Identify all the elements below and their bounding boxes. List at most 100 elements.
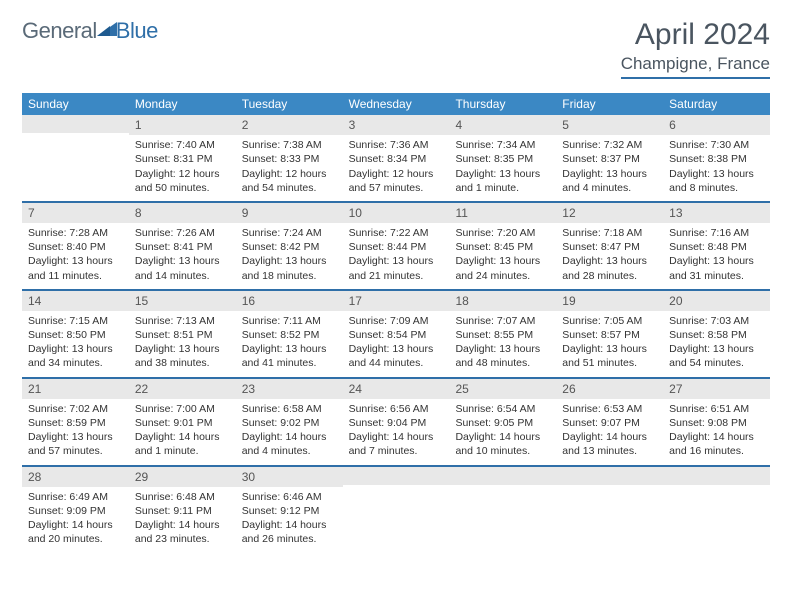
header: General Blue April 2024 Champigne, Franc… xyxy=(22,18,770,79)
calendar-cell: 11Sunrise: 7:20 AMSunset: 8:45 PMDayligh… xyxy=(449,203,556,289)
calendar-cell: 23Sunrise: 6:58 AMSunset: 9:02 PMDayligh… xyxy=(236,379,343,465)
week-row: 21Sunrise: 7:02 AMSunset: 8:59 PMDayligh… xyxy=(22,379,770,467)
day-number: 30 xyxy=(236,467,343,487)
day-header: Sunday xyxy=(22,93,129,115)
day-number: 19 xyxy=(556,291,663,311)
daylight-text: Daylight: 13 hours and 34 minutes. xyxy=(28,342,123,370)
daylight-text: Daylight: 14 hours and 7 minutes. xyxy=(349,430,444,458)
sunrise-text: Sunrise: 7:30 AM xyxy=(669,138,764,152)
sunset-text: Sunset: 8:41 PM xyxy=(135,240,230,254)
day-number: 18 xyxy=(449,291,556,311)
sunset-text: Sunset: 8:33 PM xyxy=(242,152,337,166)
sunrise-text: Sunrise: 6:51 AM xyxy=(669,402,764,416)
calendar-cell: 22Sunrise: 7:00 AMSunset: 9:01 PMDayligh… xyxy=(129,379,236,465)
daylight-text: Daylight: 14 hours and 13 minutes. xyxy=(562,430,657,458)
daylight-text: Daylight: 13 hours and 24 minutes. xyxy=(455,254,550,282)
sunrise-text: Sunrise: 7:16 AM xyxy=(669,226,764,240)
calendar-cell: 25Sunrise: 6:54 AMSunset: 9:05 PMDayligh… xyxy=(449,379,556,465)
daylight-text: Daylight: 13 hours and 38 minutes. xyxy=(135,342,230,370)
day-number: 7 xyxy=(22,203,129,223)
cell-body: Sunrise: 7:15 AMSunset: 8:50 PMDaylight:… xyxy=(22,311,129,377)
sunset-text: Sunset: 8:38 PM xyxy=(669,152,764,166)
daylight-text: Daylight: 14 hours and 20 minutes. xyxy=(28,518,123,546)
sunset-text: Sunset: 8:31 PM xyxy=(135,152,230,166)
cell-body: Sunrise: 6:56 AMSunset: 9:04 PMDaylight:… xyxy=(343,399,450,465)
day-number: 15 xyxy=(129,291,236,311)
sunrise-text: Sunrise: 6:53 AM xyxy=(562,402,657,416)
sunset-text: Sunset: 8:54 PM xyxy=(349,328,444,342)
day-number: 21 xyxy=(22,379,129,399)
sunrise-text: Sunrise: 6:56 AM xyxy=(349,402,444,416)
day-number: 4 xyxy=(449,115,556,135)
sunrise-text: Sunrise: 7:18 AM xyxy=(562,226,657,240)
day-number: 6 xyxy=(663,115,770,135)
cell-body: Sunrise: 7:38 AMSunset: 8:33 PMDaylight:… xyxy=(236,135,343,201)
day-number: 27 xyxy=(663,379,770,399)
calendar-cell: 27Sunrise: 6:51 AMSunset: 9:08 PMDayligh… xyxy=(663,379,770,465)
sunrise-text: Sunrise: 7:20 AM xyxy=(455,226,550,240)
sunrise-text: Sunrise: 7:15 AM xyxy=(28,314,123,328)
sunrise-text: Sunrise: 7:13 AM xyxy=(135,314,230,328)
sunset-text: Sunset: 8:50 PM xyxy=(28,328,123,342)
daylight-text: Daylight: 12 hours and 50 minutes. xyxy=(135,167,230,195)
cell-body: Sunrise: 7:18 AMSunset: 8:47 PMDaylight:… xyxy=(556,223,663,289)
daylight-text: Daylight: 13 hours and 31 minutes. xyxy=(669,254,764,282)
day-number: 13 xyxy=(663,203,770,223)
day-number xyxy=(343,467,450,485)
calendar-cell xyxy=(663,467,770,553)
day-number xyxy=(449,467,556,485)
sunset-text: Sunset: 8:35 PM xyxy=(455,152,550,166)
cell-body: Sunrise: 7:24 AMSunset: 8:42 PMDaylight:… xyxy=(236,223,343,289)
day-number: 24 xyxy=(343,379,450,399)
daylight-text: Daylight: 13 hours and 48 minutes. xyxy=(455,342,550,370)
cell-body: Sunrise: 6:58 AMSunset: 9:02 PMDaylight:… xyxy=(236,399,343,465)
calendar-cell: 28Sunrise: 6:49 AMSunset: 9:09 PMDayligh… xyxy=(22,467,129,553)
cell-body: Sunrise: 7:22 AMSunset: 8:44 PMDaylight:… xyxy=(343,223,450,289)
sunset-text: Sunset: 9:11 PM xyxy=(135,504,230,518)
cell-body: Sunrise: 7:34 AMSunset: 8:35 PMDaylight:… xyxy=(449,135,556,201)
cell-body: Sunrise: 7:20 AMSunset: 8:45 PMDaylight:… xyxy=(449,223,556,289)
calendar-cell: 26Sunrise: 6:53 AMSunset: 9:07 PMDayligh… xyxy=(556,379,663,465)
day-number: 28 xyxy=(22,467,129,487)
calendar-cell: 17Sunrise: 7:09 AMSunset: 8:54 PMDayligh… xyxy=(343,291,450,377)
cell-body: Sunrise: 7:02 AMSunset: 8:59 PMDaylight:… xyxy=(22,399,129,465)
cell-body: Sunrise: 6:53 AMSunset: 9:07 PMDaylight:… xyxy=(556,399,663,465)
calendar-cell: 15Sunrise: 7:13 AMSunset: 8:51 PMDayligh… xyxy=(129,291,236,377)
cell-body: Sunrise: 7:05 AMSunset: 8:57 PMDaylight:… xyxy=(556,311,663,377)
triangle-icon xyxy=(97,20,117,43)
sunrise-text: Sunrise: 7:02 AM xyxy=(28,402,123,416)
sunset-text: Sunset: 8:57 PM xyxy=(562,328,657,342)
sunrise-text: Sunrise: 7:11 AM xyxy=(242,314,337,328)
calendar-cell: 10Sunrise: 7:22 AMSunset: 8:44 PMDayligh… xyxy=(343,203,450,289)
cell-body: Sunrise: 6:46 AMSunset: 9:12 PMDaylight:… xyxy=(236,487,343,553)
calendar-cell: 13Sunrise: 7:16 AMSunset: 8:48 PMDayligh… xyxy=(663,203,770,289)
day-header: Friday xyxy=(556,93,663,115)
daylight-text: Daylight: 13 hours and 54 minutes. xyxy=(669,342,764,370)
sunrise-text: Sunrise: 7:07 AM xyxy=(455,314,550,328)
day-number: 22 xyxy=(129,379,236,399)
sunrise-text: Sunrise: 7:40 AM xyxy=(135,138,230,152)
sunset-text: Sunset: 9:12 PM xyxy=(242,504,337,518)
daylight-text: Daylight: 14 hours and 1 minute. xyxy=(135,430,230,458)
day-header-row: Sunday Monday Tuesday Wednesday Thursday… xyxy=(22,93,770,115)
daylight-text: Daylight: 14 hours and 4 minutes. xyxy=(242,430,337,458)
cell-body: Sunrise: 6:48 AMSunset: 9:11 PMDaylight:… xyxy=(129,487,236,553)
sunrise-text: Sunrise: 6:48 AM xyxy=(135,490,230,504)
calendar-cell xyxy=(449,467,556,553)
day-number: 1 xyxy=(129,115,236,135)
sunrise-text: Sunrise: 7:00 AM xyxy=(135,402,230,416)
sunset-text: Sunset: 8:47 PM xyxy=(562,240,657,254)
sunset-text: Sunset: 8:42 PM xyxy=(242,240,337,254)
daylight-text: Daylight: 13 hours and 44 minutes. xyxy=(349,342,444,370)
cell-body: Sunrise: 7:11 AMSunset: 8:52 PMDaylight:… xyxy=(236,311,343,377)
week-row: 14Sunrise: 7:15 AMSunset: 8:50 PMDayligh… xyxy=(22,291,770,379)
cell-body: Sunrise: 7:28 AMSunset: 8:40 PMDaylight:… xyxy=(22,223,129,289)
calendar-cell: 18Sunrise: 7:07 AMSunset: 8:55 PMDayligh… xyxy=(449,291,556,377)
day-number: 8 xyxy=(129,203,236,223)
cell-body: Sunrise: 7:32 AMSunset: 8:37 PMDaylight:… xyxy=(556,135,663,201)
sunrise-text: Sunrise: 7:26 AM xyxy=(135,226,230,240)
calendar-cell: 9Sunrise: 7:24 AMSunset: 8:42 PMDaylight… xyxy=(236,203,343,289)
logo-text-1: General xyxy=(22,18,97,44)
logo-text-2: Blue xyxy=(116,18,158,44)
calendar-cell: 2Sunrise: 7:38 AMSunset: 8:33 PMDaylight… xyxy=(236,115,343,201)
